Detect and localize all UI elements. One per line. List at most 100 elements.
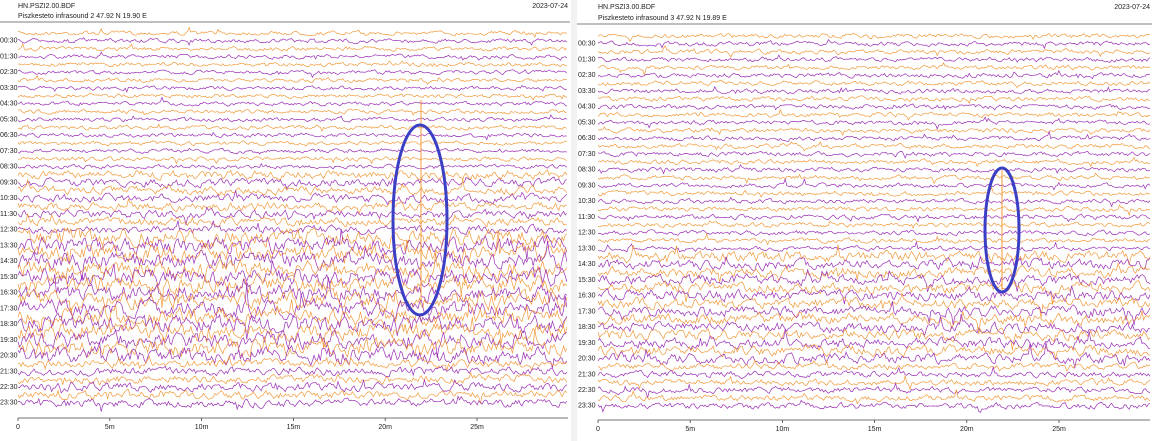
row-label: 14:30 bbox=[0, 258, 18, 265]
trace bbox=[597, 213, 1151, 223]
trace bbox=[17, 354, 568, 372]
trace bbox=[17, 231, 568, 265]
highlight-ellipse bbox=[391, 123, 449, 317]
row-label: 05:30 bbox=[578, 119, 596, 126]
trace bbox=[18, 395, 568, 412]
trace bbox=[17, 114, 568, 123]
trace bbox=[597, 177, 1151, 191]
row-label: 04:30 bbox=[0, 101, 18, 108]
row-label: 13:30 bbox=[0, 242, 18, 249]
trace bbox=[597, 45, 1151, 58]
row-label: 18:30 bbox=[0, 321, 18, 328]
x-tick-label: 0 bbox=[596, 426, 600, 433]
trace bbox=[17, 371, 568, 386]
x-tick-label: 5m bbox=[685, 426, 695, 433]
row-label: 15:30 bbox=[578, 277, 596, 284]
trace bbox=[17, 198, 567, 215]
row-label: 11:30 bbox=[578, 214, 595, 221]
row-label: 16:30 bbox=[0, 290, 18, 297]
trace bbox=[17, 84, 567, 93]
trace bbox=[17, 341, 568, 369]
station: HN.PSZI2.00.BDF bbox=[18, 3, 75, 10]
trace bbox=[17, 365, 568, 378]
x-tick-label: 15m bbox=[868, 426, 882, 433]
trace bbox=[17, 283, 568, 320]
trace bbox=[597, 280, 1151, 304]
trace bbox=[17, 389, 568, 404]
x-tick-label: 20m bbox=[378, 424, 392, 431]
date: 2023-07-24 bbox=[532, 3, 568, 10]
trace bbox=[597, 69, 1151, 80]
trace bbox=[597, 313, 1151, 338]
trace bbox=[597, 164, 1151, 175]
date: 2023-07-24 bbox=[1114, 4, 1150, 11]
trace bbox=[597, 172, 1151, 185]
trace bbox=[597, 62, 1151, 76]
trace bbox=[597, 85, 1151, 95]
trace bbox=[17, 206, 568, 226]
trace bbox=[17, 228, 568, 260]
station: HN.PSZI3.00.BDF bbox=[598, 4, 655, 11]
trace bbox=[17, 260, 568, 288]
x-tick-label: 5m bbox=[105, 424, 115, 431]
row-label: 20:30 bbox=[578, 356, 596, 363]
trace bbox=[17, 240, 568, 281]
trace bbox=[597, 186, 1151, 198]
trace bbox=[597, 150, 1151, 159]
row-label: 12:30 bbox=[578, 230, 596, 237]
x-tick-label: 20m bbox=[960, 426, 974, 433]
row-label: 01:30 bbox=[578, 56, 596, 63]
row-label: 23:30 bbox=[0, 400, 18, 407]
trace bbox=[597, 285, 1151, 305]
row-label: 07:30 bbox=[578, 151, 596, 158]
row-label: 04:30 bbox=[578, 104, 596, 111]
trace bbox=[18, 26, 567, 38]
trace bbox=[597, 232, 1151, 246]
trace bbox=[17, 169, 568, 181]
row-label: 17:30 bbox=[578, 308, 596, 315]
trace bbox=[597, 38, 1151, 50]
trace bbox=[17, 123, 567, 133]
x-tick-label: 15m bbox=[287, 424, 301, 431]
row-label: 21:30 bbox=[0, 368, 18, 375]
trace bbox=[597, 108, 1151, 121]
row-label: 19:30 bbox=[578, 340, 596, 347]
trace bbox=[17, 288, 568, 314]
row-label: 02:30 bbox=[578, 72, 596, 79]
row-label: 08:30 bbox=[0, 164, 18, 171]
trace bbox=[17, 69, 568, 79]
trace bbox=[597, 375, 1151, 391]
row-label: 14:30 bbox=[578, 261, 596, 268]
trace bbox=[597, 32, 1151, 43]
row-label: 01:30 bbox=[0, 53, 18, 60]
row-label: 19:30 bbox=[0, 337, 18, 344]
row-label: 00:30 bbox=[0, 38, 18, 45]
trace bbox=[17, 140, 568, 147]
trace bbox=[597, 262, 1151, 283]
row-label: 08:30 bbox=[578, 167, 596, 174]
trace bbox=[17, 252, 568, 283]
trace bbox=[17, 93, 567, 101]
trace bbox=[597, 399, 1151, 413]
trace bbox=[17, 74, 567, 85]
row-label: 10:30 bbox=[578, 198, 596, 205]
trace bbox=[17, 317, 568, 348]
highlight-ellipse bbox=[983, 166, 1021, 294]
row-label: 07:30 bbox=[0, 148, 18, 155]
trace bbox=[597, 79, 1151, 89]
x-tick-label: 25m bbox=[1052, 426, 1066, 433]
trace bbox=[17, 220, 567, 236]
trace bbox=[597, 389, 1151, 405]
trace bbox=[17, 178, 568, 197]
trace bbox=[17, 60, 567, 68]
row-label: 15:30 bbox=[0, 274, 18, 281]
row-label: 09:30 bbox=[0, 179, 18, 186]
trace bbox=[597, 103, 1151, 111]
trace bbox=[17, 176, 567, 190]
trace bbox=[597, 141, 1151, 152]
trace bbox=[17, 273, 568, 305]
trace bbox=[597, 327, 1151, 351]
trace bbox=[597, 310, 1151, 335]
trace bbox=[17, 299, 567, 333]
trace bbox=[597, 130, 1151, 142]
